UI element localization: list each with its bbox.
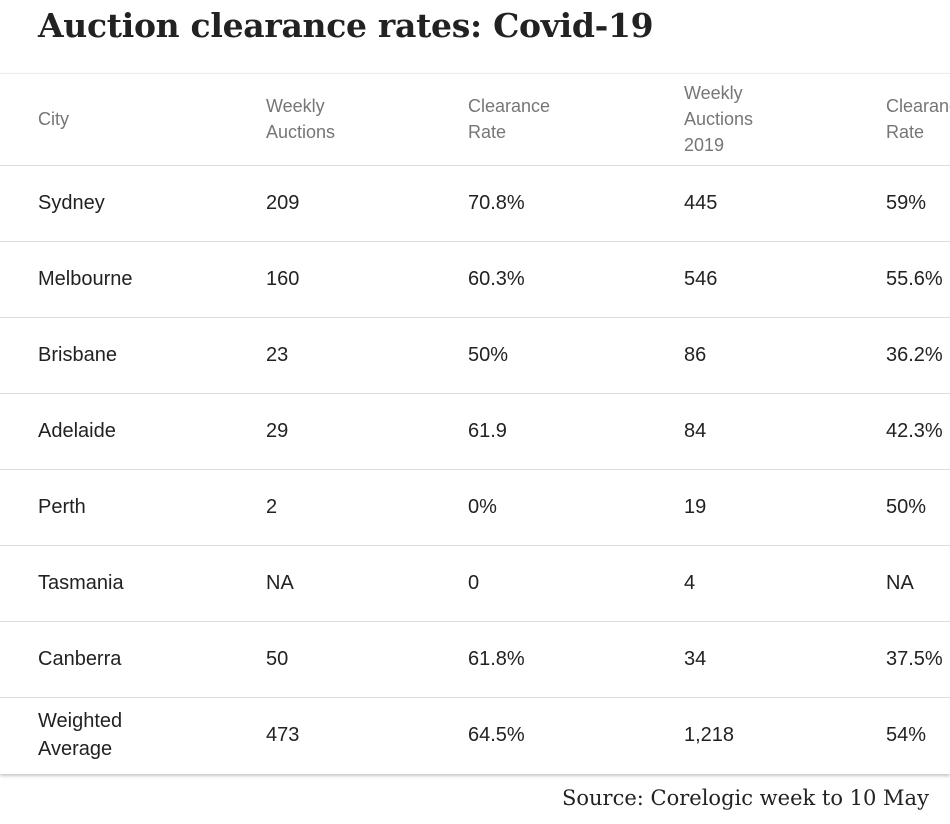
header-clearance-rate: Clearance Rate [468,74,684,166]
source-caption: Source: Corelogic week to 10 May [562,786,929,810]
cell-clearance-rate-2019: 42.3% [886,393,950,470]
cell-weekly-auctions: 29 [266,393,468,470]
cell-city: Weighted Average [0,697,266,773]
cell-weekly-auctions-2019: 84 [684,393,886,470]
header-line: Rate [468,122,507,143]
header-clearance-rate-2019: Clearance Rate [886,74,950,166]
cell-clearance-rate: 0% [468,469,684,546]
cell-clearance-rate: 61.8% [468,621,684,698]
cell-clearance-rate-2019: 50% [886,469,950,546]
table-row: Perth 2 0% 19 50% [0,469,950,546]
cell-weekly-auctions: 23 [266,317,468,394]
cell-clearance-rate-2019: 37.5% [886,621,950,698]
table-row: Tasmania NA 0 4 NA [0,545,950,622]
cell-clearance-rate-2019: 55.6% [886,241,950,318]
header-weekly-auctions-2019: Weekly Auctions 2019 [684,74,886,166]
cell-weekly-auctions: 209 [266,165,468,242]
cell-city: Melbourne [0,241,266,318]
page-title: Auction clearance rates: Covid-19 [38,6,654,45]
cell-clearance-rate: 50% [468,317,684,394]
cell-clearance-rate-2019: 59% [886,165,950,242]
cell-clearance-rate: 70.8% [468,165,684,242]
table-container[interactable]: City Weekly Auctions Clearance Rate Week… [0,73,950,774]
header-line: 2019 [684,135,725,156]
cell-clearance-rate-2019: 36.2% [886,317,950,394]
cell-weekly-auctions: 160 [266,241,468,318]
cell-clearance-rate: 61.9 [468,393,684,470]
header-line: Auctions [266,122,336,143]
table-row: Melbourne 160 60.3% 546 55.6% [0,241,950,318]
header-line: Clearance [886,96,950,117]
header-weekly-auctions: Weekly Auctions [266,74,468,166]
cell-clearance-rate: 60.3% [468,241,684,318]
header-line: Auctions [684,109,754,130]
cell-weekly-auctions-2019: 1,218 [684,724,735,747]
cell-clearance-rate: 0 [468,545,684,622]
cell-city: Tasmania [0,545,266,622]
cell-weekly-auctions: 50 [266,621,468,698]
cell-weekly-auctions: NA [266,545,468,622]
cell-weekly-auctions-2019: 445 [684,165,886,242]
cell-clearance-rate-2019: 54% [886,724,927,747]
cell-city: Adelaide [0,393,266,470]
cell-city: Canberra [0,621,266,698]
header-line: Weekly [266,96,325,117]
cell-weekly-auctions-2019: 4 [684,545,886,622]
table-row: Adelaide 29 61.9 84 42.3% [0,393,950,470]
cell-clearance-rate-2019: NA [886,545,950,622]
header-city: City [0,74,266,166]
cell-clearance-rate: 64.5% [468,724,525,747]
cell-weekly-auctions-2019: 34 [684,621,886,698]
clearance-table: City Weekly Auctions Clearance Rate Week… [0,74,950,773]
cell-weekly-auctions: 2 [266,469,468,546]
cell-city: Sydney [0,165,266,242]
header-line: Weekly [684,83,743,104]
table-row: Canberra 50 61.8% 34 37.5% [0,621,950,698]
table-row-weighted-average: Weighted Average 473 64.5% 1,218 54% [0,697,950,773]
table-row: Sydney 209 70.8% 445 59% [0,165,950,242]
cell-weekly-auctions-2019: 86 [684,317,886,394]
header-line: Rate [886,122,925,143]
table-row: Brisbane 23 50% 86 36.2% [0,317,950,394]
cell-city: Brisbane [0,317,266,394]
header-row: City Weekly Auctions Clearance Rate Week… [0,74,950,166]
cell-weekly-auctions: 473 [266,724,300,747]
cell-weekly-auctions-2019: 546 [684,241,886,318]
cell-weekly-auctions-2019: 19 [684,469,886,546]
header-city-line: City [38,109,69,130]
header-line: Clearance [468,96,551,117]
cell-city-label: Weighted Average [38,710,123,761]
cell-city: Perth [0,469,266,546]
